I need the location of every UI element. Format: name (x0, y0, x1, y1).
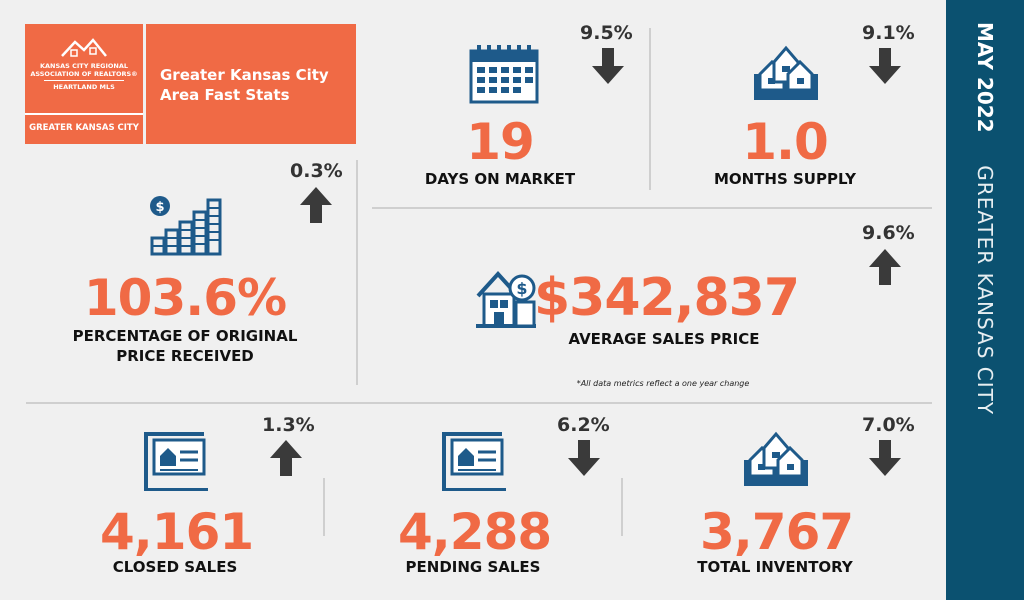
divider (621, 478, 623, 536)
logo-region: GREATER KANSAS CITY (29, 123, 139, 133)
sidebar-date: MAY 2022 (973, 22, 997, 133)
arrow-up-icon (300, 187, 332, 223)
divider (372, 207, 932, 209)
divider (26, 402, 932, 404)
months-supply-label: MONTHS SUPPLY (713, 170, 857, 188)
change-pct-original: 0.3% (290, 160, 343, 182)
sidebar-region: GREATER KANSAS CITY (973, 165, 997, 416)
total-inventory-value: 3,767 (700, 503, 854, 561)
coin-stacks-icon: $ (150, 196, 222, 256)
logo-line2: ASSOCIATION OF REALTORS® (30, 70, 138, 78)
roof-logo-icon (61, 38, 107, 57)
arrow-down-icon (869, 440, 901, 476)
house-price-icon: $ (476, 271, 536, 328)
logo: KANSAS CITY REGIONAL ASSOCIATION OF REAL… (25, 24, 143, 144)
days-on-market-value: 19 (466, 113, 535, 171)
pct-original-value: 103.6% (83, 269, 287, 327)
change-total-inventory: 7.0% (862, 414, 915, 436)
divider (649, 28, 651, 190)
arrow-down-icon (592, 48, 624, 84)
pending-sales-value: 4,288 (398, 503, 552, 561)
logo-line1: KANSAS CITY REGIONAL (39, 62, 129, 70)
avg-price-label: AVERAGE SALES PRICE (568, 330, 760, 348)
sidebar (946, 0, 1024, 600)
total-inventory-label: TOTAL INVENTORY (697, 558, 853, 576)
houses-icon (754, 45, 818, 100)
logo-line3: HEARTLAND MLS (53, 83, 115, 91)
arrow-up-icon (270, 440, 302, 476)
change-months-supply: 9.1% (862, 22, 915, 44)
days-on-market-label: DAYS ON MARKET (424, 170, 576, 188)
change-pending-sales: 6.2% (557, 414, 610, 436)
pct-original-label-line2: PRICE RECEIVED (116, 347, 254, 365)
arrow-up-icon (869, 249, 901, 285)
sign-icon (442, 432, 506, 491)
divider (356, 160, 358, 385)
change-avg-price: 9.6% (862, 222, 915, 244)
calendar-icon (469, 45, 539, 104)
title-box: Greater Kansas City Area Fast Stats (146, 24, 356, 144)
title-line1: Greater Kansas City (160, 66, 329, 84)
svg-text:$: $ (516, 279, 527, 298)
title-line2: Area Fast Stats (160, 86, 290, 104)
change-closed-sales: 1.3% (262, 414, 315, 436)
closed-sales-label: CLOSED SALES (112, 558, 238, 576)
sign-icon (144, 432, 208, 491)
pending-sales-label: PENDING SALES (405, 558, 541, 576)
arrow-down-icon (568, 440, 600, 476)
arrow-down-icon (869, 48, 901, 84)
avg-price-value: $342,837 (534, 268, 800, 328)
pct-original-label-line1: PERCENTAGE OF ORIGINAL (72, 327, 298, 345)
footnote: *All data metrics reflect a one year cha… (576, 379, 750, 388)
divider (323, 478, 325, 536)
houses-icon (744, 431, 808, 486)
sidebar-heading: MAY 2022 GREATER KANSAS CITY (973, 22, 997, 415)
closed-sales-value: 4,161 (100, 503, 254, 561)
change-days-on-market: 9.5% (580, 22, 633, 44)
svg-text:$: $ (155, 200, 164, 215)
months-supply-value: 1.0 (742, 113, 829, 171)
